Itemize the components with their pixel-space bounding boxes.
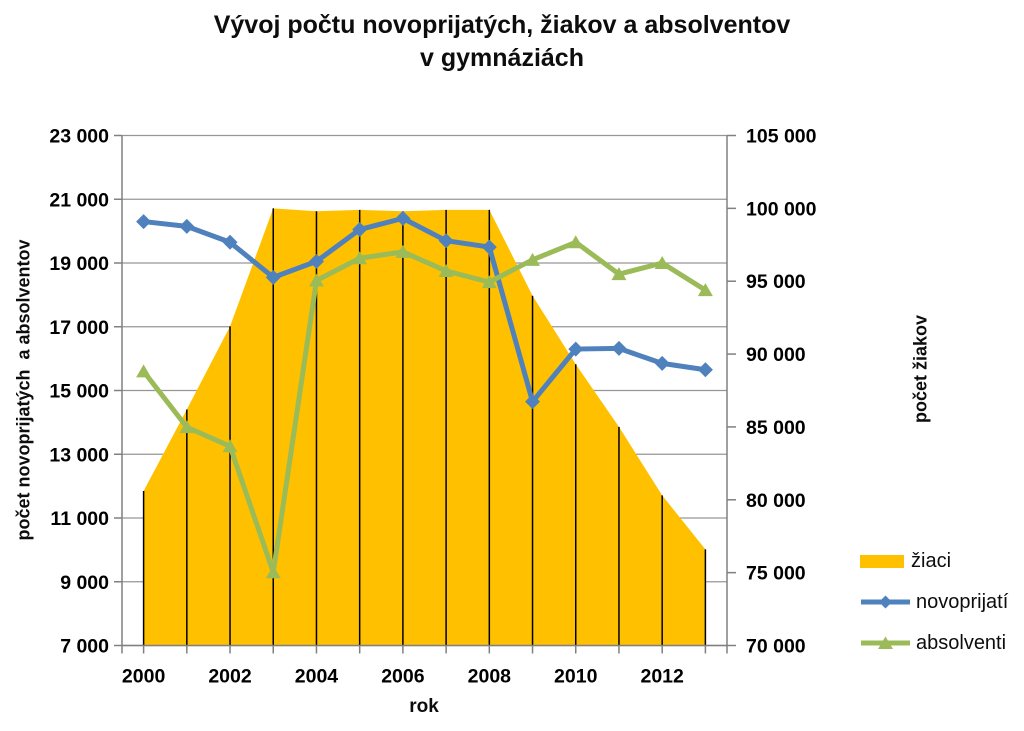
- area-series-ziaci: [143, 208, 706, 646]
- x-axis-tick-label: 2004: [295, 666, 339, 688]
- left-axis-tick-label: 7 000: [60, 636, 109, 658]
- line-series-triangle: [141, 239, 708, 575]
- left-axis-title: počet novoprijatých a absolventov: [13, 239, 34, 541]
- left-axis-tick-label: 15 000: [49, 381, 109, 403]
- chart-title-line2: v gymnáziách: [420, 44, 584, 72]
- marker-diamond: [395, 210, 411, 226]
- marker-triangle: [438, 263, 454, 277]
- right-axis-tick-label: 105 000: [746, 126, 817, 148]
- legend-label-ziaci: žiaci: [911, 549, 952, 572]
- right-axis-tick-label: 95 000: [746, 271, 806, 293]
- left-axis-tick-label: 11 000: [50, 508, 109, 530]
- x-axis-tick-label: 2006: [381, 666, 425, 688]
- marker-triangle: [481, 275, 497, 289]
- right-axis-tick-label: 80 000: [746, 490, 806, 512]
- chart-title-line1: Vývoj počtu novoprijatých, žiakov a abso…: [213, 11, 791, 39]
- x-axis-tick-label: 2000: [122, 666, 166, 688]
- right-axis-tick-label: 90 000: [746, 344, 806, 366]
- marker-triangle: [265, 565, 281, 579]
- right-axis-tick-label: 75 000: [746, 563, 806, 585]
- x-axis-title: rok: [409, 696, 439, 717]
- marker-diamond: [222, 234, 238, 250]
- x-axis-tick-label: 2008: [468, 666, 512, 688]
- marker-diamond: [525, 394, 541, 410]
- marker-diamond: [654, 355, 670, 371]
- marker-diamond: [179, 218, 195, 234]
- marker-triangle: [697, 283, 713, 297]
- marker-triangle: [136, 364, 152, 378]
- marker-diamond: [438, 233, 454, 249]
- left-axis-tick-label: 17 000: [49, 317, 109, 339]
- x-axis-tick-label: 2010: [554, 666, 598, 688]
- marker-diamond: [568, 341, 584, 357]
- left-axis-tick-label: 13 000: [49, 444, 109, 466]
- left-axis-tick-label: 23 000: [49, 126, 109, 148]
- left-axis-tick-label: 21 000: [49, 189, 109, 211]
- marker-diamond: [308, 253, 324, 269]
- marker-triangle: [179, 420, 195, 434]
- legend-item-novoprijati: novoprijatí: [860, 588, 1008, 616]
- marker-triangle: [395, 244, 411, 258]
- legend-item-absolventi: absolventi: [860, 629, 1008, 657]
- marker-triangle: [352, 251, 368, 265]
- area-swatch-icon: [860, 554, 904, 568]
- right-axis-tick-label: 85 000: [746, 417, 806, 439]
- marker-triangle: [654, 256, 670, 269]
- x-axis-tick-label: 2012: [640, 666, 684, 688]
- marker-triangle: [222, 439, 238, 453]
- marker-diamond: [136, 214, 152, 230]
- marker-triangle: [525, 252, 541, 266]
- legend-label-novoprijati: novoprijatí: [916, 590, 1009, 613]
- legend-label-absolventi: absolventi: [916, 631, 1007, 654]
- right-axis-title: počet žiakov: [910, 314, 931, 424]
- marker-diamond: [265, 269, 281, 285]
- marker-diamond: [352, 222, 368, 238]
- line-diamond-swatch-icon: [861, 595, 910, 609]
- x-axis-tick-label: 2002: [208, 666, 252, 688]
- marker-diamond: [611, 340, 627, 356]
- line-triangle-swatch-icon: [861, 636, 910, 649]
- chart-title: Vývoj počtu novoprijatých, žiakov a abso…: [0, 9, 1004, 75]
- marker-diamond: [481, 239, 497, 255]
- legend: žiaci novoprijatí absolventi: [860, 547, 1008, 670]
- legend-item-ziaci: žiaci: [860, 547, 1008, 575]
- left-axis-tick-label: 19 000: [49, 253, 109, 275]
- marker-triangle: [568, 235, 584, 249]
- marker-diamond: [697, 362, 713, 378]
- right-axis-tick-label: 100 000: [746, 198, 817, 220]
- marker-triangle: [308, 273, 324, 287]
- left-axis-tick-label: 9 000: [60, 572, 109, 594]
- right-axis-tick-label: 70 000: [746, 636, 806, 658]
- marker-triangle: [611, 267, 627, 281]
